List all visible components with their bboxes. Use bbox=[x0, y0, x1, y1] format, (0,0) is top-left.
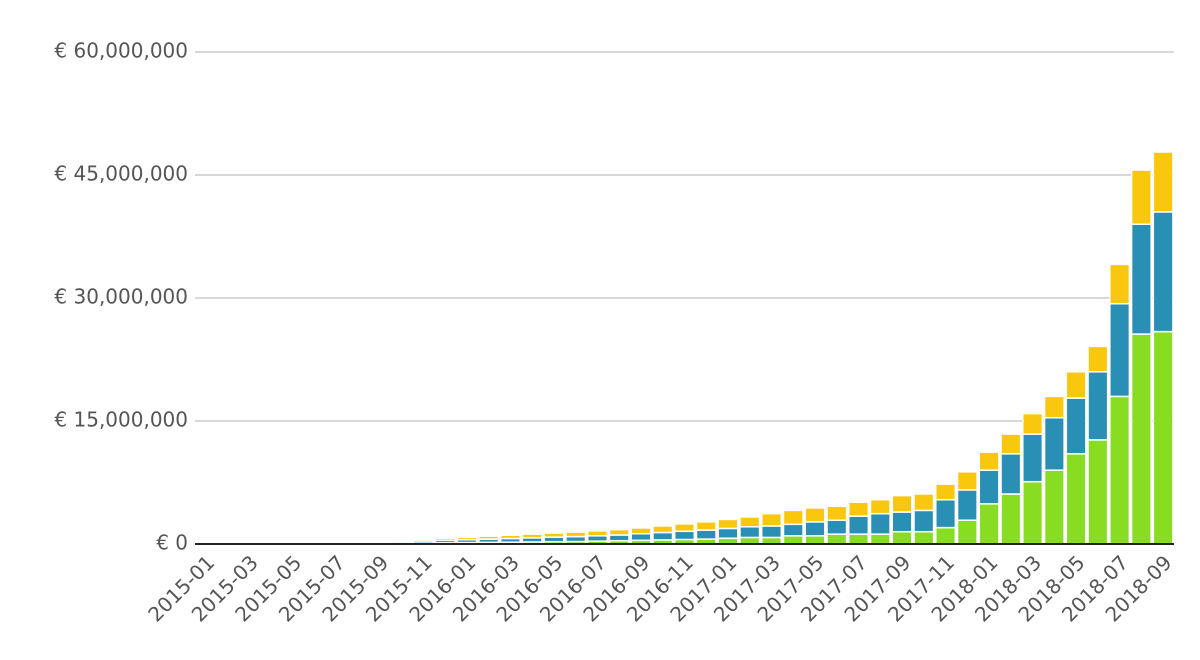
bar-segment bbox=[369, 540, 391, 543]
bar-segment bbox=[347, 540, 369, 544]
bar-segment bbox=[434, 537, 456, 542]
bar-segment bbox=[717, 527, 739, 540]
bar-segment bbox=[1130, 169, 1152, 225]
bar-segment bbox=[739, 516, 761, 528]
bar-segment bbox=[978, 451, 1000, 471]
bar-segment bbox=[1087, 345, 1109, 373]
bar-segment bbox=[1152, 151, 1174, 213]
bar-segment bbox=[760, 512, 783, 527]
y-tick-label: € 0 bbox=[156, 531, 188, 555]
bar-segment bbox=[760, 525, 783, 539]
bar-segment bbox=[499, 534, 521, 540]
y-tick-label: € 30,000,000 bbox=[54, 285, 188, 309]
bar-segment bbox=[673, 530, 696, 541]
bar-segment bbox=[565, 531, 587, 538]
bar-segment bbox=[1130, 333, 1152, 545]
bar-segment bbox=[1065, 371, 1087, 399]
bar-segment bbox=[695, 529, 717, 540]
bar-segment bbox=[1087, 439, 1109, 545]
bar-segment bbox=[1043, 416, 1065, 471]
bar-segment bbox=[1109, 302, 1131, 398]
bar-segment bbox=[782, 523, 804, 537]
bar-segment bbox=[1065, 453, 1087, 545]
bar-segment bbox=[978, 503, 1000, 545]
bar-segment bbox=[1043, 469, 1065, 545]
bar-segment bbox=[652, 525, 674, 534]
bar-segment bbox=[304, 541, 326, 544]
bar-segment bbox=[913, 493, 935, 512]
bar-segment bbox=[869, 512, 891, 535]
bar-segment bbox=[935, 498, 957, 529]
bar-segment bbox=[1000, 453, 1022, 495]
bar-segment bbox=[978, 469, 1000, 505]
bar-segment bbox=[695, 521, 717, 531]
bar-segment bbox=[1087, 371, 1109, 441]
bar-segment bbox=[456, 536, 478, 541]
bar-segment bbox=[1065, 397, 1087, 455]
bar-segment bbox=[848, 515, 870, 535]
bar-segment bbox=[630, 533, 652, 542]
bar-segment bbox=[804, 521, 826, 537]
bar-segment bbox=[630, 527, 652, 535]
bar-segment bbox=[673, 523, 696, 533]
bar-segment bbox=[652, 531, 674, 541]
bar-segment bbox=[869, 533, 891, 545]
bar-segment bbox=[608, 534, 630, 542]
bar-segment bbox=[1130, 223, 1152, 335]
y-tick-label: € 60,000,000 bbox=[54, 39, 188, 63]
bar-segment bbox=[325, 541, 347, 544]
bar-segment bbox=[935, 526, 957, 545]
bar-segment bbox=[1022, 412, 1044, 435]
bar-segment bbox=[391, 539, 413, 543]
bar-segment bbox=[586, 530, 609, 537]
y-tick-label: € 15,000,000 bbox=[54, 408, 188, 432]
bar-segment bbox=[848, 501, 870, 517]
bar-segment bbox=[913, 509, 935, 533]
bar-segment bbox=[869, 498, 891, 515]
bar-segment bbox=[826, 533, 848, 545]
bar-segment bbox=[739, 526, 761, 539]
bar-segment bbox=[717, 518, 739, 530]
bar-segment bbox=[848, 533, 870, 545]
bar-segment bbox=[1022, 480, 1044, 545]
bar-segment bbox=[586, 535, 609, 542]
bar-segment bbox=[521, 533, 543, 539]
bar-segment bbox=[826, 505, 848, 521]
bar-segment bbox=[891, 530, 913, 545]
bar-segment bbox=[1022, 433, 1044, 483]
y-tick-label: € 45,000,000 bbox=[54, 162, 188, 186]
bar-segment bbox=[1109, 263, 1131, 305]
bar-segment bbox=[478, 535, 500, 540]
bar-segment bbox=[956, 489, 978, 521]
bar-segment bbox=[1043, 395, 1065, 419]
bar-segment bbox=[935, 483, 957, 501]
bar-segment bbox=[782, 535, 804, 545]
bar-segment bbox=[1152, 211, 1174, 333]
bar-segment bbox=[956, 519, 978, 545]
bar-segment bbox=[804, 507, 826, 523]
bar-segment bbox=[956, 471, 978, 491]
bar-segment bbox=[1000, 493, 1022, 545]
bar-segment bbox=[913, 530, 935, 545]
bar-segment bbox=[826, 519, 848, 535]
bar-segment bbox=[543, 532, 565, 538]
bar-segment bbox=[1109, 395, 1131, 545]
bar-segment bbox=[412, 538, 434, 542]
bar-segment bbox=[1152, 330, 1174, 545]
bar-segment bbox=[891, 494, 913, 513]
bar-segment bbox=[782, 509, 804, 526]
bar-segment bbox=[1000, 433, 1022, 455]
bar-segment bbox=[891, 511, 913, 533]
bar-segment bbox=[608, 528, 630, 536]
bar-segment bbox=[804, 535, 826, 545]
